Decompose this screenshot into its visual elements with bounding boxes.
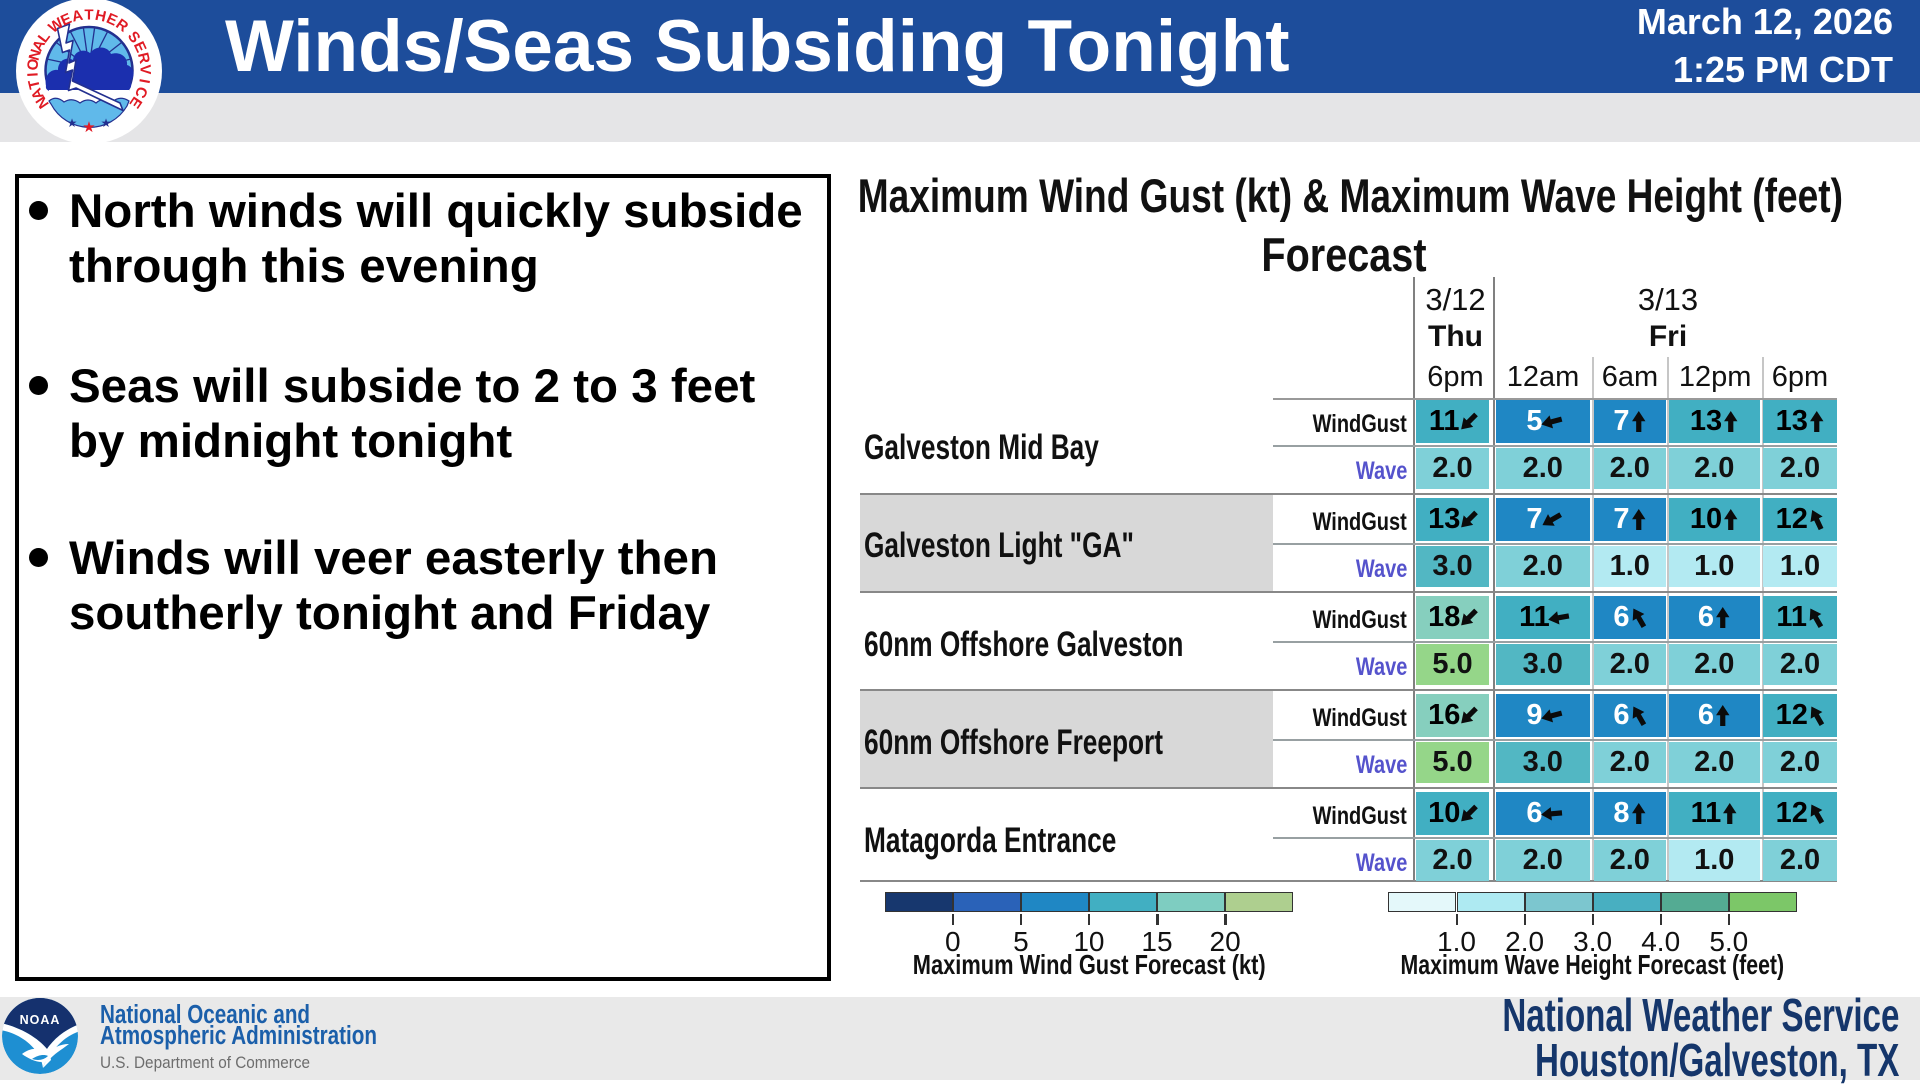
svg-text:I: I <box>135 77 152 84</box>
svg-text:NOAA: NOAA <box>20 1013 61 1027</box>
svg-text:R: R <box>134 51 153 66</box>
svg-text:★: ★ <box>101 116 112 130</box>
svg-text:N: N <box>26 47 45 62</box>
svg-text:★: ★ <box>67 116 78 130</box>
svg-text:V: V <box>136 64 153 74</box>
svg-text:H: H <box>94 7 108 26</box>
svg-text:★: ★ <box>82 119 95 136</box>
svg-text:O: O <box>24 57 42 71</box>
svg-text:T: T <box>25 78 44 91</box>
svg-text:A: A <box>70 7 84 26</box>
svg-text:T: T <box>84 7 93 24</box>
svg-text:I: I <box>24 72 41 77</box>
